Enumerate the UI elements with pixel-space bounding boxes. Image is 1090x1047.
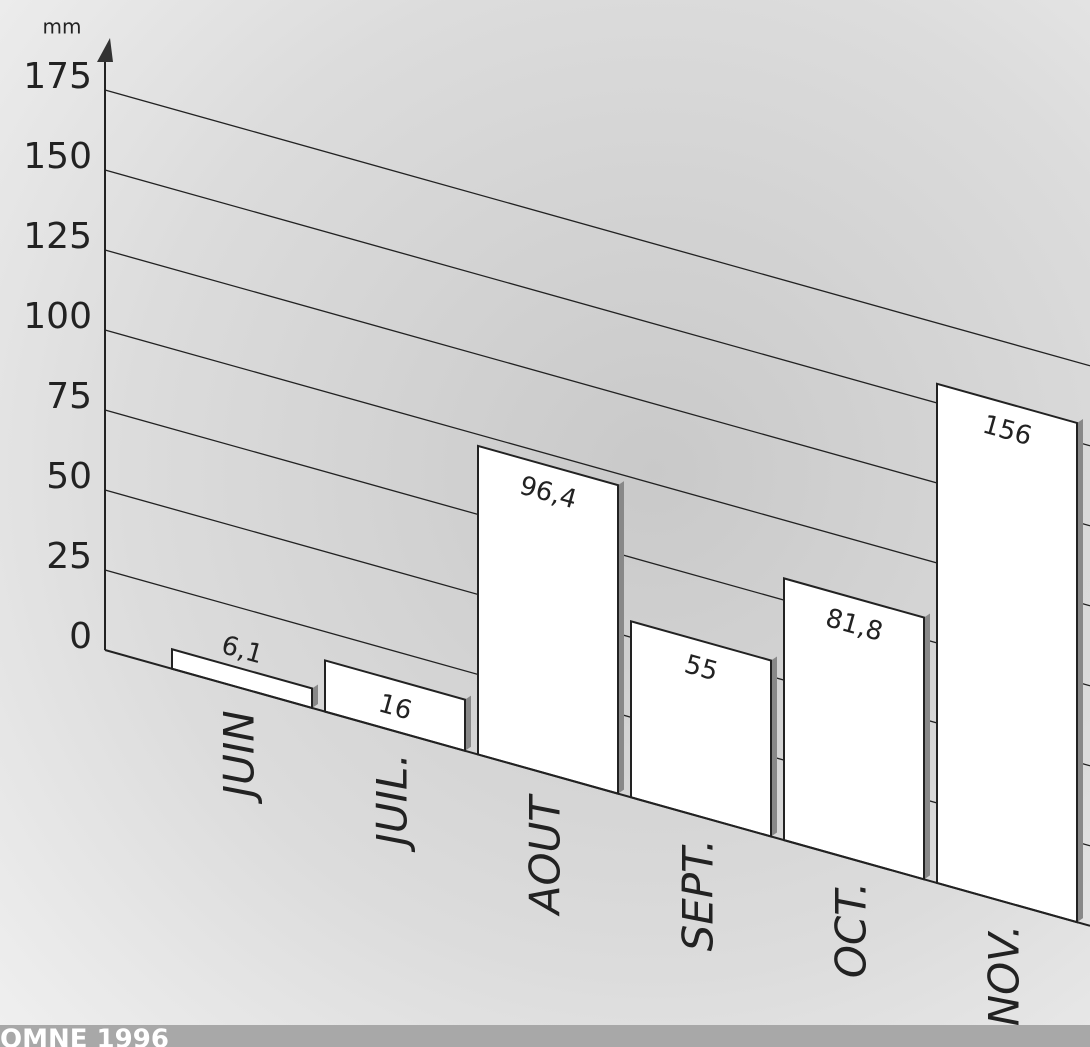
bar-side: [618, 481, 624, 794]
bar-side: [312, 684, 318, 708]
x-tick-label: OCT.: [827, 882, 876, 978]
footer-band: [0, 1025, 1090, 1047]
y-tick-label: 125: [23, 216, 92, 257]
x-tick-label: JUIL.: [368, 753, 417, 852]
bar-side: [771, 656, 777, 837]
grid-line: [104, 329, 1090, 607]
x-tick-label: SEPT.: [674, 839, 723, 952]
grid-line: [104, 169, 1090, 447]
baseline: [104, 649, 1090, 927]
y-tick-label: 100: [23, 296, 92, 337]
x-tick-label: JUIN: [215, 710, 264, 804]
grid-line: [104, 89, 1090, 367]
y-tick-label: 175: [23, 56, 92, 97]
y-tick-label: 150: [23, 136, 92, 177]
bar-side: [1077, 418, 1083, 923]
y-tick-label: 75: [46, 376, 92, 417]
y-tick-label: 25: [46, 536, 92, 577]
bar: [936, 382, 1078, 924]
y-tick-label: 50: [46, 456, 92, 497]
y-axis-arrow: [97, 38, 113, 62]
bar-side: [465, 695, 471, 751]
bar-side: [924, 613, 930, 880]
y-tick-label: 0: [69, 616, 92, 657]
footer-text: OMNE 1996: [0, 1025, 169, 1047]
grid-line: [104, 249, 1090, 527]
y-axis-label: mm: [43, 15, 82, 39]
x-tick-label: NOV.: [980, 925, 1029, 1027]
x-tick-label: AOUT: [521, 793, 570, 918]
